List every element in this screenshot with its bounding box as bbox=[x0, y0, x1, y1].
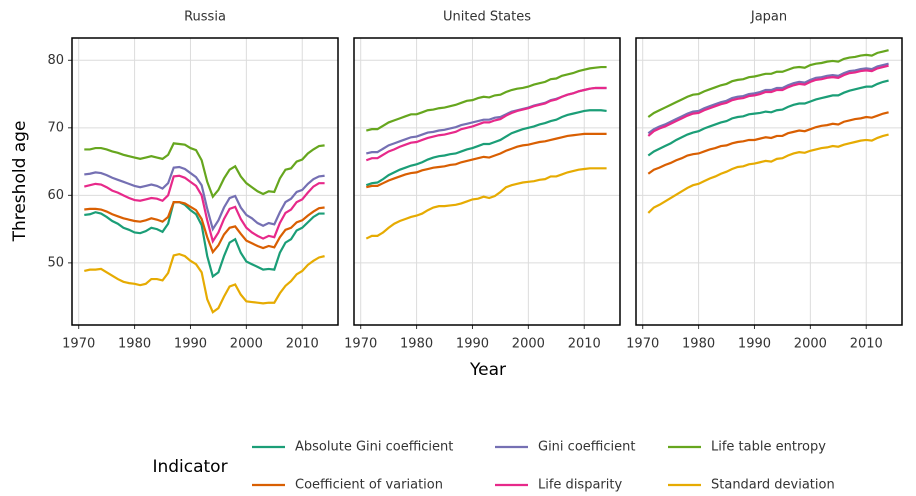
x-tick-label: 2010 bbox=[286, 337, 319, 352]
legend-label: Standard deviation bbox=[711, 478, 835, 493]
x-tick-label: 1990 bbox=[738, 337, 771, 352]
series-line bbox=[84, 201, 325, 279]
series-line bbox=[365, 86, 607, 162]
x-tick-label: 2000 bbox=[230, 337, 263, 352]
series-line bbox=[647, 133, 889, 214]
series-line bbox=[366, 132, 607, 189]
panel-background bbox=[354, 38, 620, 325]
series-line bbox=[84, 174, 325, 244]
series-line bbox=[365, 167, 607, 240]
y-tick-label: 60 bbox=[47, 188, 64, 203]
x-tick-label: 2000 bbox=[794, 337, 827, 352]
panel-border bbox=[353, 37, 621, 326]
panel-border bbox=[71, 37, 339, 326]
series-line bbox=[366, 65, 607, 132]
series-line bbox=[84, 201, 325, 255]
series-line bbox=[647, 49, 889, 118]
legend-label: Life table entropy bbox=[711, 440, 826, 455]
series-line bbox=[647, 79, 889, 157]
y-axis-label: Threshold age bbox=[10, 121, 30, 243]
facet-title: United States bbox=[443, 10, 531, 25]
x-tick-label: 2000 bbox=[512, 337, 545, 352]
x-axis-label: Year bbox=[469, 360, 506, 380]
panel-background bbox=[72, 38, 338, 325]
x-tick-label: 1980 bbox=[118, 337, 151, 352]
x-tick-label: 2010 bbox=[568, 337, 601, 352]
series-line bbox=[365, 109, 607, 187]
x-tick-label: 1990 bbox=[174, 337, 207, 352]
panel-border bbox=[635, 37, 903, 326]
x-tick-label: 1990 bbox=[456, 337, 489, 352]
legend-label: Coefficient of variation bbox=[295, 478, 443, 493]
series-line bbox=[647, 62, 889, 135]
series-line bbox=[647, 64, 889, 137]
x-tick-label: 1970 bbox=[626, 337, 659, 352]
legend-label: Absolute Gini coefficient bbox=[295, 440, 453, 455]
x-tick-label: 1980 bbox=[400, 337, 433, 352]
series-line bbox=[84, 165, 325, 232]
series-line bbox=[84, 142, 325, 199]
legend-label: Gini coefficient bbox=[538, 440, 635, 455]
x-tick-label: 1970 bbox=[344, 337, 377, 352]
facet-title: Japan bbox=[750, 10, 787, 25]
facet-title: Russia bbox=[184, 10, 226, 25]
series-line bbox=[84, 252, 325, 314]
series-line bbox=[647, 111, 889, 175]
panel-background bbox=[636, 38, 902, 325]
legend-title: Indicator bbox=[152, 457, 227, 477]
x-tick-label: 1980 bbox=[682, 337, 715, 352]
y-tick-label: 80 bbox=[47, 53, 64, 68]
x-tick-label: 1970 bbox=[62, 337, 95, 352]
y-tick-label: 50 bbox=[47, 255, 64, 270]
x-tick-label: 2010 bbox=[850, 337, 883, 352]
y-tick-label: 70 bbox=[47, 120, 64, 135]
legend-label: Life disparity bbox=[538, 478, 622, 493]
